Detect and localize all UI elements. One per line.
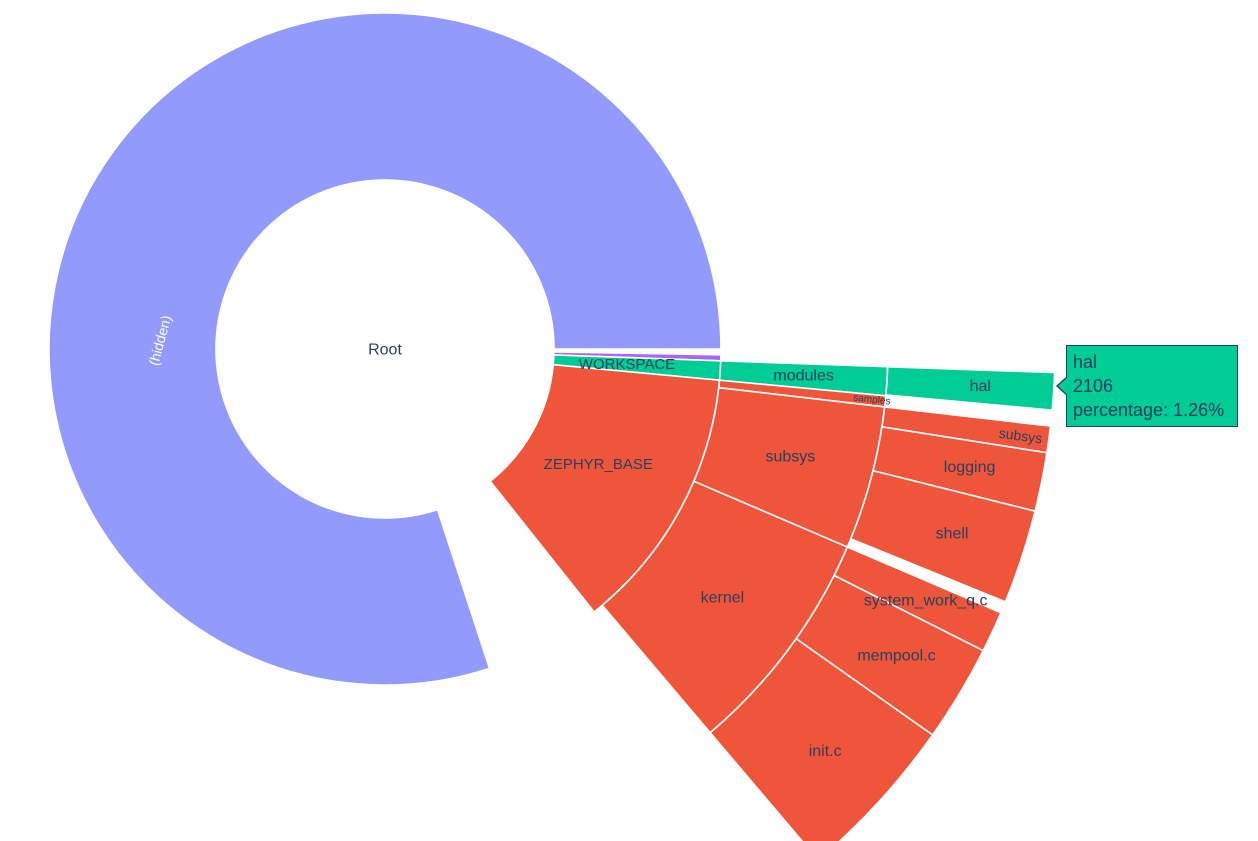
- tooltip-label: hal: [1073, 350, 1231, 374]
- label-hal: hal: [970, 378, 991, 395]
- label-subsys: subsys: [765, 448, 815, 465]
- label-logging: logging: [944, 459, 996, 476]
- label-zephyr-base: ZEPHYR_BASE: [544, 456, 653, 473]
- tooltip-pointer-fill: [1058, 377, 1068, 395]
- arcs: [49, 13, 1055, 841]
- label-root: Root: [368, 342, 402, 359]
- label-shell: shell: [936, 526, 969, 543]
- label-workspace: WORKSPACE: [579, 356, 675, 373]
- label-system-work-q-c: system_work_q.c: [864, 592, 988, 609]
- hover-tooltip: hal 2106 percentage: 1.26%: [1066, 345, 1238, 427]
- label-init-c: init.c: [809, 743, 842, 760]
- label-modules: modules: [773, 367, 833, 384]
- label-kernel: kernel: [701, 590, 745, 607]
- tooltip-value: 2106: [1073, 374, 1231, 398]
- tooltip-percentage: percentage: 1.26%: [1073, 398, 1231, 422]
- label-mempool-c: mempool.c: [857, 647, 935, 664]
